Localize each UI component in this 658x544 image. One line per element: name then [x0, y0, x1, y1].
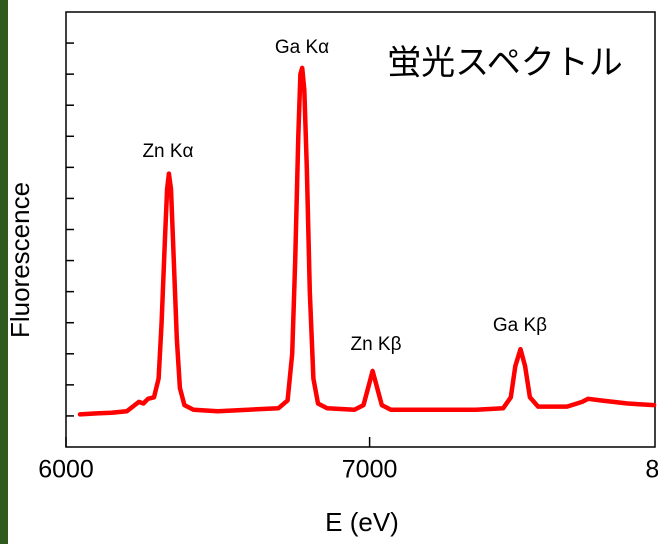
- annotation: 蛍光スペクトル: [387, 44, 623, 82]
- background-strip: [0, 0, 8, 544]
- x-tick-label: 7000: [342, 456, 398, 484]
- annotation: Ga Kα: [275, 37, 329, 58]
- x-tick-label: 6000: [38, 456, 94, 484]
- annotation: Ga Kβ: [493, 315, 547, 336]
- x-axis-label: E (eV): [325, 507, 399, 537]
- annotation: Zn Kβ: [350, 334, 401, 355]
- annotation: Zn Kα: [142, 141, 193, 162]
- spectrum-line: [77, 65, 657, 417]
- y-axis-label: Fluorescence: [5, 182, 35, 338]
- x-tick-label: 8000: [645, 456, 658, 484]
